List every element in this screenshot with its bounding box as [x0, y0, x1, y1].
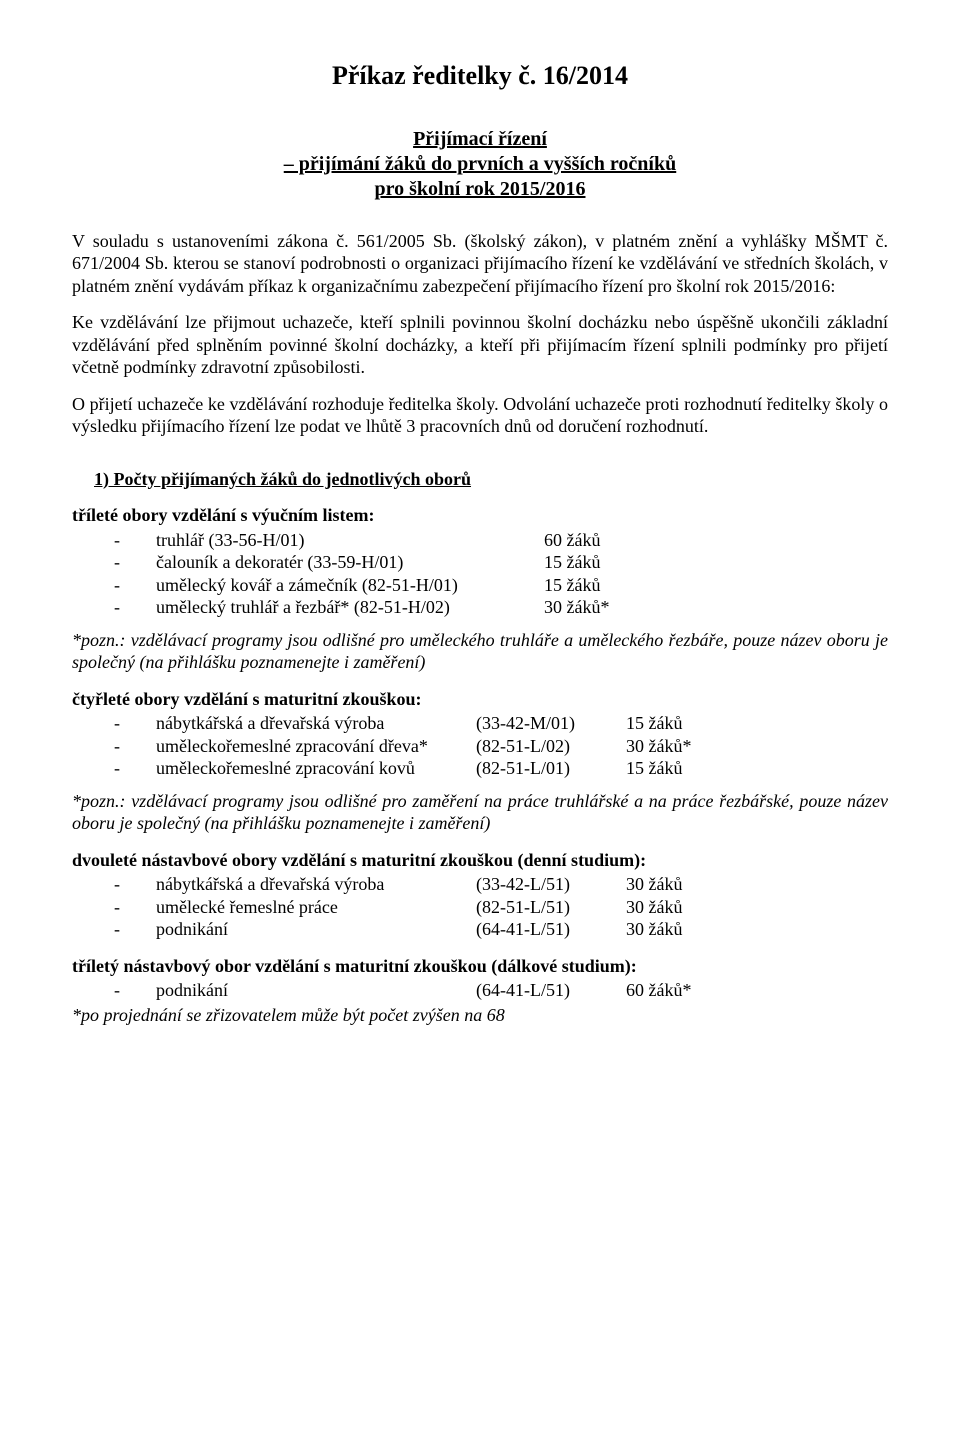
group-a-heading: tříleté obory vzdělání s výučním listem: [72, 504, 888, 527]
dash-icon: - [72, 551, 156, 574]
intro-paragraph-3: O přijetí uchazeče ke vzdělávání rozhodu… [72, 393, 888, 438]
list-item: - umělecký truhlář a řezbář* (82-51-H/02… [72, 596, 888, 619]
dash-icon: - [72, 873, 156, 896]
program-label: umělecký kovář a zámečník (82-51-H/01) [156, 574, 544, 597]
dash-icon: - [72, 735, 156, 758]
list-item: - nábytkářská a dřevařská výroba (33-42-… [72, 712, 888, 735]
program-label: podnikání [156, 979, 476, 1002]
document-subtitle-line2: – přijímání žáků do prvních a vyšších ro… [72, 152, 888, 177]
group-d-heading: tříletý nástavbový obor vzdělání s matur… [72, 955, 888, 978]
document-subtitle-line3: pro školní rok 2015/2016 [72, 177, 888, 202]
dash-icon: - [72, 757, 156, 780]
list-item: - truhlář (33-56-H/01) 60 žáků [72, 529, 888, 552]
program-label: čalouník a dekoratér (33-59-H/01) [156, 551, 544, 574]
group-b-list: - nábytkářská a dřevařská výroba (33-42-… [72, 712, 888, 780]
intro-paragraph-2: Ke vzdělávání lze přijmout uchazeče, kte… [72, 311, 888, 379]
list-item: - nábytkářská a dřevařská výroba (33-42-… [72, 873, 888, 896]
program-label: uměleckořemeslné zpracování kovů [156, 757, 476, 780]
program-count: 15 žáků [544, 574, 600, 597]
list-item: - podnikání (64-41-L/51) 30 žáků [72, 918, 888, 941]
program-count: 30 žáků [626, 896, 682, 919]
program-code: (64-41-L/51) [476, 918, 626, 941]
program-code: (82-51-L/51) [476, 896, 626, 919]
section-1-heading: 1) Počty přijímaných žáků do jednotlivýc… [72, 468, 888, 491]
group-a-note: *pozn.: vzdělávací programy jsou odlišné… [72, 629, 888, 674]
dash-icon: - [72, 712, 156, 735]
program-count: 30 žáků* [626, 735, 691, 758]
intro-paragraph-1: V souladu s ustanoveními zákona č. 561/2… [72, 230, 888, 298]
program-count: 15 žáků [626, 712, 682, 735]
program-count: 30 žáků [626, 873, 682, 896]
program-label: podnikání [156, 918, 476, 941]
program-count: 60 žáků [544, 529, 600, 552]
program-code: (33-42-M/01) [476, 712, 626, 735]
dash-icon: - [72, 596, 156, 619]
list-item: - umělecký kovář a zámečník (82-51-H/01)… [72, 574, 888, 597]
program-count: 30 žáků [626, 918, 682, 941]
program-code: (82-51-L/01) [476, 757, 626, 780]
program-label: truhlář (33-56-H/01) [156, 529, 544, 552]
list-item: - umělecké řemeslné práce (82-51-L/51) 3… [72, 896, 888, 919]
list-item: - čalouník a dekoratér (33-59-H/01) 15 ž… [72, 551, 888, 574]
list-item: - uměleckořemeslné zpracování kovů (82-5… [72, 757, 888, 780]
dash-icon: - [72, 529, 156, 552]
program-code: (64-41-L/51) [476, 979, 626, 1002]
program-code: (33-42-L/51) [476, 873, 626, 896]
program-label: nábytkářská a dřevařská výroba [156, 873, 476, 896]
program-label: umělecké řemeslné práce [156, 896, 476, 919]
group-d-footnote: *po projednání se zřizovatelem může být … [72, 1004, 888, 1027]
program-label: nábytkářská a dřevařská výroba [156, 712, 476, 735]
program-count: 15 žáků [544, 551, 600, 574]
document-title: Příkaz ředitelky č. 16/2014 [72, 60, 888, 93]
group-d-list: - podnikání (64-41-L/51) 60 žáků* [72, 979, 888, 1002]
dash-icon: - [72, 979, 156, 1002]
program-label: uměleckořemeslné zpracování dřeva* [156, 735, 476, 758]
group-b-note: *pozn.: vzdělávací programy jsou odlišné… [72, 790, 888, 835]
document-subtitle-line1: Přijímací řízení [72, 127, 888, 152]
program-count: 15 žáků [626, 757, 682, 780]
program-count: 30 žáků* [544, 596, 609, 619]
program-count: 60 žáků* [626, 979, 691, 1002]
group-c-list: - nábytkářská a dřevařská výroba (33-42-… [72, 873, 888, 941]
dash-icon: - [72, 574, 156, 597]
group-c-heading: dvouleté nástavbové obory vzdělání s mat… [72, 849, 888, 872]
list-item: - podnikání (64-41-L/51) 60 žáků* [72, 979, 888, 1002]
program-label: umělecký truhlář a řezbář* (82-51-H/02) [156, 596, 544, 619]
group-a-list: - truhlář (33-56-H/01) 60 žáků - čalouní… [72, 529, 888, 619]
program-code: (82-51-L/02) [476, 735, 626, 758]
list-item: - uměleckořemeslné zpracování dřeva* (82… [72, 735, 888, 758]
group-b-heading: čtyřleté obory vzdělání s maturitní zkou… [72, 688, 888, 711]
dash-icon: - [72, 896, 156, 919]
dash-icon: - [72, 918, 156, 941]
